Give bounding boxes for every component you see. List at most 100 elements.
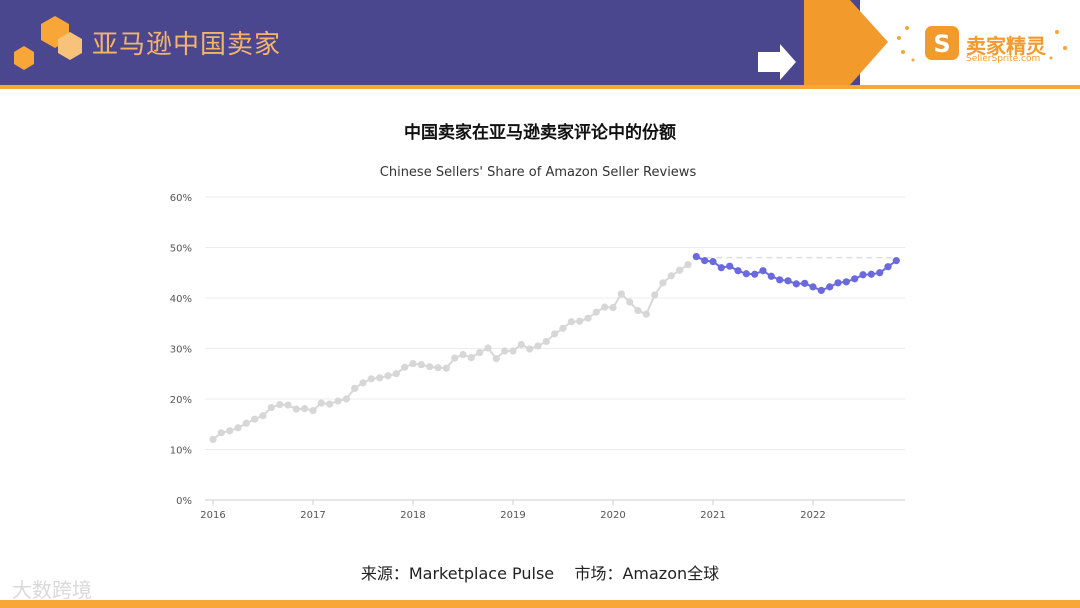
data-point [717, 264, 725, 272]
data-point [867, 270, 875, 278]
y-tick-label: 10% [170, 446, 192, 457]
arrow-icon [758, 0, 888, 85]
data-point [742, 270, 750, 278]
data-point [292, 405, 300, 413]
data-point [592, 308, 600, 316]
data-point [276, 400, 284, 409]
data-point [434, 364, 442, 372]
data-point [342, 395, 350, 403]
data-point [726, 262, 734, 270]
x-tick-label: 2021 [700, 510, 725, 521]
data-point [517, 340, 525, 349]
data-point [659, 279, 667, 287]
data-point [376, 374, 384, 382]
data-point [617, 290, 625, 298]
data-point [226, 427, 234, 435]
x-axis: 2016 2017 2018 2019 2020 2021 2022 [200, 500, 826, 521]
data-point [542, 337, 550, 346]
series-line-1 [212, 263, 689, 441]
data-point [684, 261, 692, 269]
watermark-logo: 大数跨境 [12, 578, 92, 602]
data-point [501, 347, 509, 355]
data-point [467, 353, 475, 362]
data-point [767, 272, 775, 280]
header-bar: 亚马逊中国卖家 S 卖家精灵 SellerSprite.com [0, 0, 1080, 85]
data-point [401, 363, 409, 371]
data-point [309, 407, 317, 415]
data-point [301, 404, 309, 413]
data-point [584, 314, 592, 322]
data-point [284, 401, 292, 409]
brand-name: 卖家精灵 [966, 34, 1046, 58]
data-point [751, 270, 759, 278]
data-point [234, 424, 242, 432]
header-divider [0, 85, 1080, 89]
data-point [892, 257, 900, 265]
data-point [834, 279, 842, 287]
data-point [359, 379, 367, 387]
data-point [626, 298, 634, 306]
y-tick-label: 40% [170, 294, 192, 305]
x-tick-label: 2020 [600, 510, 625, 521]
data-point [392, 370, 400, 378]
y-tick-label: 30% [170, 345, 192, 356]
data-point [526, 345, 534, 353]
data-point [634, 307, 642, 315]
chart-title: Chinese Sellers' Share of Amazon Seller … [380, 165, 697, 180]
data-point [609, 303, 617, 312]
data-point [451, 354, 459, 362]
x-tick-label: 2016 [200, 510, 225, 521]
y-tick-label: 60% [170, 193, 192, 204]
data-point [217, 429, 225, 437]
data-point [559, 324, 567, 332]
y-tick-label: 50% [170, 244, 192, 255]
data-point [734, 267, 742, 275]
y-tick-label: 0% [176, 496, 192, 507]
data-point [709, 258, 717, 266]
data-point [776, 276, 784, 284]
data-point [209, 435, 217, 443]
data-point [509, 347, 517, 355]
brand-subtitle: SellerSprite.com [966, 54, 1041, 64]
source-note: 来源：Marketplace Pulse 市场：Amazon全球 [360, 564, 720, 583]
data-point [692, 252, 700, 261]
data-point [492, 355, 500, 363]
data-point [442, 364, 450, 372]
data-point [567, 318, 575, 326]
data-point [851, 275, 859, 283]
svg-text:S: S [933, 30, 950, 58]
data-point [642, 310, 650, 318]
x-tick-label: 2018 [400, 510, 425, 521]
data-point [476, 348, 484, 357]
data-point [326, 400, 334, 408]
y-axis: 0% 10% 20% 30% 40% 50% 60% [170, 193, 192, 507]
data-point [576, 317, 584, 325]
line-chart: Chinese Sellers' Share of Amazon Seller … [170, 165, 905, 521]
data-point [351, 384, 359, 392]
chart-grid [205, 196, 905, 501]
data-point [259, 412, 267, 420]
hexagon-logo-icon [14, 16, 82, 70]
data-point [842, 278, 850, 286]
data-point [792, 280, 800, 288]
data-point [426, 363, 434, 371]
data-point [267, 403, 275, 412]
data-point [817, 286, 825, 295]
data-point [367, 375, 375, 383]
x-tick-label: 2019 [500, 510, 525, 521]
footer-bar [0, 600, 1080, 608]
data-point [884, 263, 892, 271]
data-point [459, 350, 467, 359]
chart-series [209, 252, 900, 443]
header-band [0, 0, 860, 85]
data-point [417, 361, 425, 369]
sellersprite-logo-icon: S [897, 26, 1067, 62]
data-point [701, 257, 709, 265]
data-point [484, 344, 492, 352]
site-title: 亚马逊中国卖家 [92, 30, 282, 60]
data-point [859, 271, 867, 279]
data-point [601, 303, 609, 311]
data-point [551, 330, 559, 338]
data-point [651, 291, 659, 299]
data-point [534, 342, 542, 350]
